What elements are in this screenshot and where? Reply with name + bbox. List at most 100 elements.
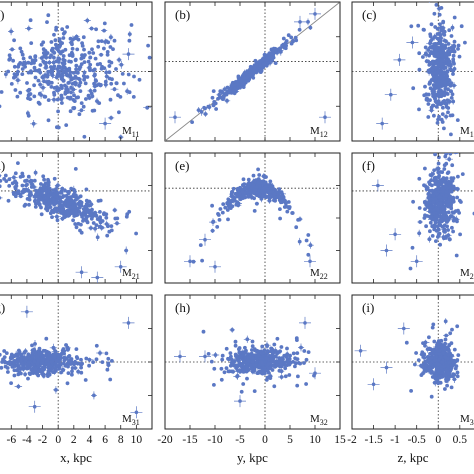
data-point <box>21 56 26 61</box>
data-point <box>46 180 51 185</box>
data-point <box>449 34 454 38</box>
data-point <box>70 46 75 51</box>
data-point <box>454 253 459 258</box>
data-point <box>448 331 453 336</box>
data-point <box>432 227 437 232</box>
data-point <box>26 376 30 381</box>
data-point <box>26 96 30 101</box>
error-bar <box>169 111 181 124</box>
data-point <box>430 188 435 193</box>
data-point <box>122 81 126 86</box>
panel-f: (f)M23 <box>351 152 474 284</box>
error-bar <box>425 47 432 53</box>
data-point <box>94 79 98 83</box>
data-point <box>104 215 109 220</box>
data-point <box>84 187 89 192</box>
data-point <box>436 207 440 212</box>
error-bar <box>446 78 452 83</box>
error-bar <box>87 225 94 231</box>
data-point <box>0 104 2 109</box>
data-point <box>302 349 307 353</box>
data-point <box>263 180 267 185</box>
data-point <box>2 349 7 353</box>
error-bar <box>294 15 306 28</box>
data-point <box>37 195 41 200</box>
data-point <box>55 184 60 189</box>
data-point <box>72 93 76 98</box>
error-bar <box>107 64 112 68</box>
data-point <box>435 69 440 74</box>
data-point <box>41 75 46 79</box>
data-point <box>37 346 42 351</box>
error-bar <box>452 375 457 383</box>
data-point <box>446 179 451 184</box>
data-point <box>457 211 461 215</box>
panel-tag: (g) <box>0 300 5 315</box>
data-point <box>45 349 49 354</box>
data-point <box>291 351 296 356</box>
data-point <box>79 365 83 370</box>
data-point <box>56 352 60 357</box>
data-point <box>237 346 242 350</box>
error-bar <box>235 201 242 206</box>
data-point <box>450 178 454 183</box>
data-point <box>436 224 440 229</box>
x-tick-label: 4 <box>87 434 93 446</box>
data-point <box>42 199 47 204</box>
data-point <box>11 58 16 63</box>
data-point <box>102 21 107 26</box>
data-point <box>41 51 46 55</box>
data-point <box>81 104 86 109</box>
error-bar <box>410 255 423 268</box>
data-point <box>241 370 246 374</box>
data-point <box>449 385 454 390</box>
data-point <box>16 191 20 196</box>
error-bar <box>58 186 66 191</box>
data-point <box>110 359 114 363</box>
error-bar <box>112 207 118 213</box>
data-point <box>437 155 441 160</box>
data-point <box>280 194 285 199</box>
data-point <box>70 369 74 374</box>
error-bar <box>299 316 311 329</box>
data-point <box>452 347 457 352</box>
error-bar <box>445 232 452 238</box>
data-point <box>84 214 88 219</box>
data-point <box>435 362 440 366</box>
error-bar <box>446 98 453 105</box>
data-point <box>36 198 41 203</box>
data-point <box>270 58 275 63</box>
error-bar <box>26 110 30 117</box>
data-point <box>45 359 50 363</box>
data-point <box>460 172 465 177</box>
data-point <box>14 181 19 186</box>
data-point <box>447 349 451 353</box>
panel-tag: (d) <box>0 158 5 173</box>
data-point <box>427 82 432 86</box>
data-point <box>239 389 244 394</box>
error-bar <box>229 81 237 90</box>
data-point <box>274 47 278 52</box>
data-point <box>105 52 110 57</box>
data-point <box>260 189 265 194</box>
error-bar <box>244 183 251 191</box>
data-point <box>211 89 216 93</box>
data-point <box>237 368 242 373</box>
data-point <box>294 38 299 43</box>
data-point <box>89 91 94 96</box>
data-point <box>445 70 450 74</box>
data-point <box>30 343 34 348</box>
data-point <box>93 56 98 61</box>
error-bar <box>209 260 221 273</box>
data-point <box>83 53 87 57</box>
error-bar <box>14 383 23 389</box>
error-bar <box>447 213 454 220</box>
data-point <box>236 74 241 79</box>
data-point <box>70 50 74 55</box>
data-point <box>12 38 16 43</box>
data-point <box>427 335 431 340</box>
data-point <box>59 352 64 356</box>
error-bar <box>200 107 204 116</box>
data-point <box>226 369 231 374</box>
data-point <box>102 211 106 216</box>
